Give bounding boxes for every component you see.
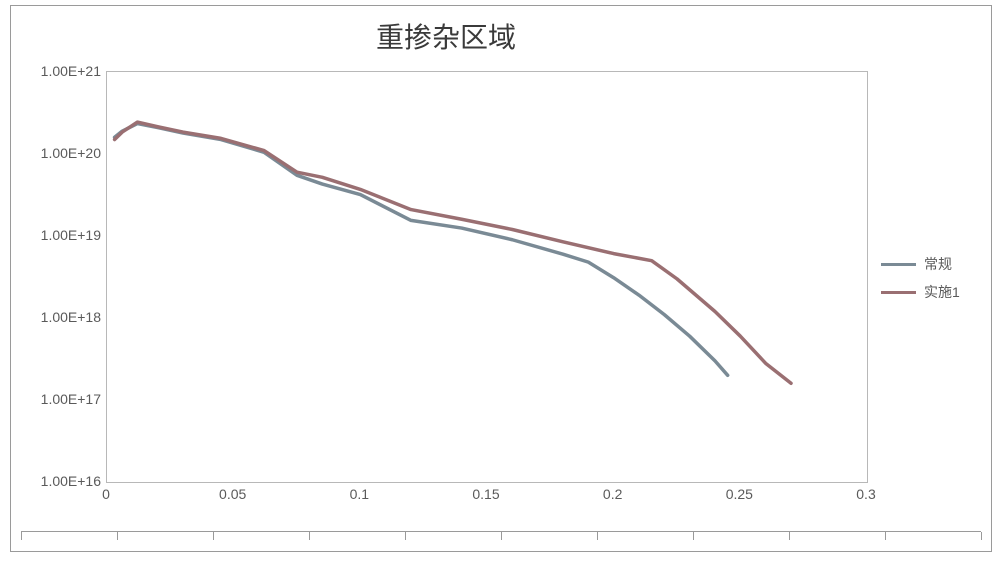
bottom-tick <box>597 532 598 540</box>
x-tick-label: 0.3 <box>856 486 875 502</box>
y-tick-label: 1.00E+18 <box>21 309 101 325</box>
y-tick-label: 1.00E+17 <box>21 391 101 407</box>
bottom-tick-bar <box>21 531 981 532</box>
chart-frame: 重掺杂区域 1.00E+16 1.00E+17 1.00E+18 1.00E+19 1.… <box>10 5 992 552</box>
bottom-tick <box>885 532 886 540</box>
x-tick-label: 0.1 <box>350 486 369 502</box>
series-line <box>115 122 791 383</box>
bottom-tick <box>981 532 982 540</box>
bottom-tick <box>789 532 790 540</box>
bottom-tick <box>117 532 118 540</box>
legend-row: 常规 <box>881 254 986 274</box>
y-tick-label: 1.00E+16 <box>21 473 101 489</box>
series-line <box>115 124 728 376</box>
y-tick-label: 1.00E+21 <box>21 63 101 79</box>
bottom-tick <box>21 532 22 540</box>
legend-line-swatch <box>881 291 916 294</box>
plot-area <box>106 71 868 483</box>
x-tick-label: 0.05 <box>219 486 246 502</box>
x-tick-label: 0.2 <box>603 486 622 502</box>
bottom-tick <box>213 532 214 540</box>
chart-title: 重掺杂区域 <box>11 16 881 56</box>
y-tick-label: 1.00E+19 <box>21 227 101 243</box>
y-tick-label: 1.00E+20 <box>21 145 101 161</box>
legend-row: 实施1 <box>881 282 986 302</box>
bottom-tick <box>501 532 502 540</box>
x-tick-label: 0 <box>102 486 110 502</box>
chart-lines-svg <box>107 72 867 482</box>
legend-line-swatch <box>881 263 916 266</box>
legend: 常规实施1 <box>881 246 986 310</box>
legend-label: 常规 <box>924 254 952 274</box>
bottom-tick <box>309 532 310 540</box>
x-tick-label: 0.15 <box>472 486 499 502</box>
bottom-tick <box>693 532 694 540</box>
legend-label: 实施1 <box>924 282 960 302</box>
bottom-tick <box>405 532 406 540</box>
x-tick-label: 0.25 <box>726 486 753 502</box>
